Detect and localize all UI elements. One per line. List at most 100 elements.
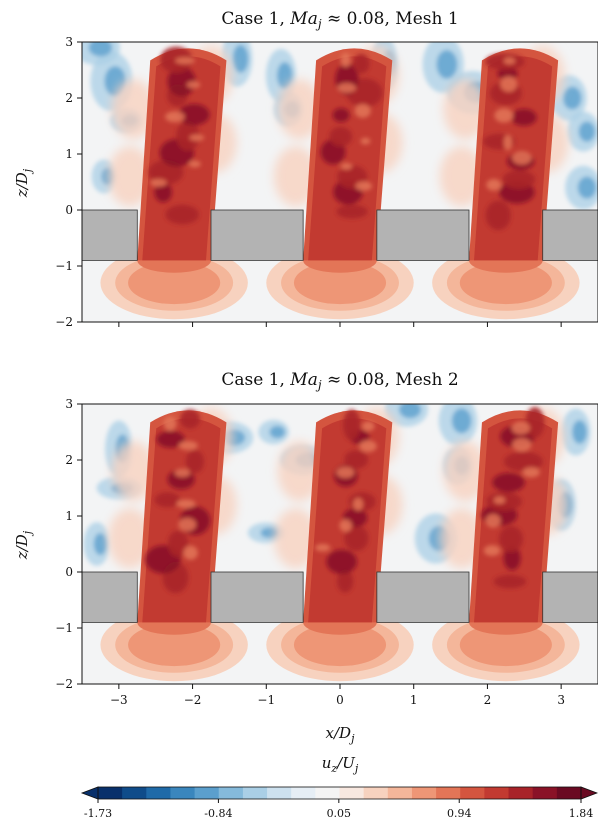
core-blob — [336, 204, 368, 219]
contour-field — [82, 404, 598, 684]
core-blob — [156, 430, 185, 448]
streak-blob — [150, 178, 167, 187]
blue-blob — [277, 62, 293, 89]
streak-blob — [175, 57, 195, 65]
y-tick-label: 2 — [65, 91, 73, 105]
colorbar-cell — [291, 787, 316, 799]
core-blob — [502, 170, 536, 189]
bulb-contour — [459, 261, 552, 305]
colorbar-cell — [98, 787, 123, 799]
y-tick-label: 1 — [65, 509, 73, 523]
streak-blob — [355, 181, 373, 191]
colorbar-cell — [194, 787, 220, 799]
colorbar-tick-label: 1.84 — [569, 807, 594, 820]
colorbar-cell — [267, 787, 292, 799]
colorbar-cell — [170, 787, 196, 799]
y-tick-label: 2 — [65, 453, 73, 467]
streak-blob — [186, 81, 201, 89]
streak-blob — [503, 57, 516, 65]
blue-blob — [577, 176, 597, 199]
jet-core — [481, 407, 545, 589]
streak-blob — [339, 519, 353, 532]
streak-blob — [163, 416, 177, 431]
colorbar-cell — [122, 787, 147, 799]
core-blob — [344, 450, 369, 469]
core-blob — [329, 126, 353, 147]
solid-plate — [376, 571, 470, 623]
jet-core — [320, 52, 383, 219]
colorbar-tick-label: 0.94 — [447, 807, 472, 820]
red-blob — [273, 508, 318, 569]
streak-blob — [493, 496, 506, 505]
red-blob — [439, 146, 484, 207]
y-tick-label: 3 — [65, 397, 73, 411]
jet-core — [315, 409, 377, 593]
jet-core — [148, 46, 210, 225]
core-blob — [336, 569, 354, 593]
bulb-contour — [128, 623, 221, 667]
bulb-contour — [293, 261, 387, 305]
streak-blob — [361, 421, 375, 432]
x-tick-label: 3 — [557, 693, 565, 707]
solid-plate — [542, 209, 598, 261]
colorbar-cell — [436, 787, 461, 799]
red-blob — [277, 79, 322, 140]
x-axis-label: x/Dj — [326, 724, 356, 745]
core-blob — [332, 108, 350, 123]
bulb-contour — [293, 623, 387, 667]
streak-blob — [174, 468, 191, 478]
x-tick-label: −3 — [110, 693, 128, 707]
jet-column — [303, 409, 393, 623]
streak-blob — [485, 514, 501, 528]
streak-blob — [522, 467, 540, 478]
streak-blob — [503, 134, 513, 151]
jet-column — [303, 48, 393, 261]
x-tick-label: 2 — [484, 693, 492, 707]
colorbar-cell — [556, 787, 582, 799]
jet-column — [469, 48, 559, 261]
y-tick-label: 1 — [65, 147, 73, 161]
x-tick-label: −2 — [184, 693, 202, 707]
panel-title: Case 1, Maj ≈ 0.08, Mesh 2 — [221, 370, 458, 392]
blue-blob — [436, 50, 458, 79]
red-blob — [443, 79, 488, 140]
core-blob — [167, 530, 189, 558]
colorbar-cell — [146, 787, 171, 799]
solid-plate — [82, 209, 138, 261]
blue-blob — [399, 404, 421, 419]
streak-blob — [354, 103, 371, 118]
jet-column — [469, 407, 559, 623]
streak-blob — [336, 466, 355, 478]
core-blob — [485, 200, 511, 231]
streak-blob — [165, 111, 185, 123]
core-blob — [344, 525, 369, 552]
jet-column — [137, 409, 227, 623]
streak-blob — [511, 421, 530, 435]
colorbar-cell — [484, 787, 510, 799]
streak-blob — [340, 52, 351, 68]
streak-blob — [511, 151, 532, 165]
colorbar-frame — [97, 786, 582, 800]
colorbar-tick-label: -0.84 — [204, 807, 232, 820]
y-axis-label: z/Dj — [13, 168, 34, 198]
panel-mesh-2: Case 1, Maj ≈ 0.08, Mesh 2 −2 −1 0 1 2 3 −3 −2… — [13, 370, 598, 745]
solid-plate — [376, 209, 470, 261]
blue-blob — [232, 44, 249, 73]
streak-blob — [353, 497, 364, 511]
colorbar-cell — [411, 787, 437, 799]
red-blob — [443, 441, 488, 502]
panel-title: Case 1, Maj ≈ 0.08, Mesh 1 — [221, 9, 458, 31]
streak-blob — [315, 543, 331, 552]
bulb-contour — [128, 261, 221, 305]
streak-blob — [178, 441, 198, 451]
x-tick-label: −1 — [257, 693, 275, 707]
colorbar-extend-min — [80, 786, 99, 800]
y-tick-label: 3 — [65, 35, 73, 49]
colorbar-cell — [532, 787, 558, 799]
streak-blob — [486, 178, 502, 191]
streak-blob — [512, 438, 532, 452]
colorbar-cell — [218, 787, 244, 799]
core-blob — [503, 546, 521, 571]
streak-blob — [337, 83, 357, 93]
